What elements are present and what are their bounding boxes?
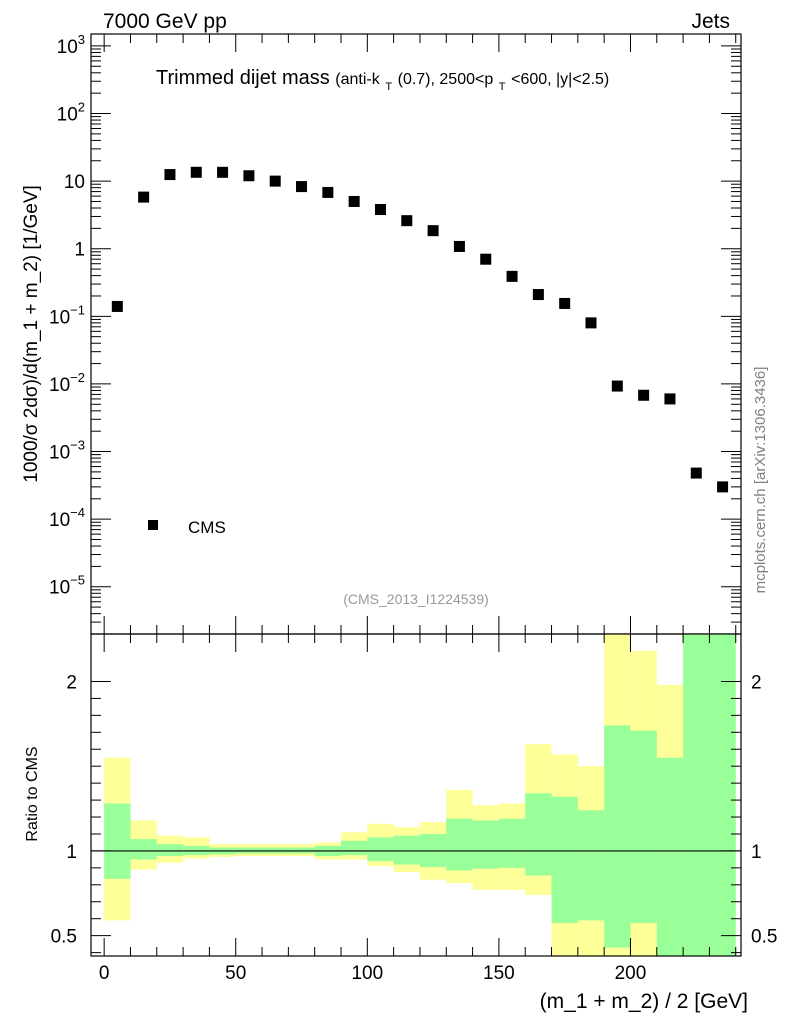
y-tick-label: 1 (74, 240, 85, 261)
ratio-y-tick-label: 1 (66, 842, 77, 863)
chart-subtitle-sub1: T (385, 81, 392, 93)
ratio-y-tick-label: 2 (66, 672, 77, 693)
main-y-axis-label: 1000/σ 2dσ)/d(m_1 + m_2) [1/GeV] (21, 185, 42, 483)
data-point (453, 240, 465, 252)
chart-title: Trimmed dijet mass (anti-k T (0.7), 2500… (156, 67, 609, 95)
data-point (638, 389, 650, 401)
data-point (322, 186, 334, 198)
ratio-y-tick-label-right: 1 (751, 842, 762, 863)
chart-title-main: Trimmed dijet mass (156, 67, 330, 89)
ratio-band-bin (367, 837, 394, 862)
ratio-y-ticks: 2 2 1 1 0.5 0.5 (51, 672, 777, 954)
x-tick-label: 150 (483, 963, 515, 984)
y-tick-label: 102 (57, 100, 85, 126)
ratio-band-bin (630, 730, 657, 923)
data-point (480, 253, 492, 265)
ratio-band-bin (656, 757, 684, 956)
x-axis-label: (m_1 + m_2) / 2 [GeV] (540, 990, 748, 1013)
y-tick-label: 10−1 (49, 302, 85, 328)
ratio-band-bin (683, 634, 736, 956)
legend-marker (148, 520, 158, 530)
legend-label: CMS (188, 518, 226, 537)
data-point (138, 191, 150, 203)
y-tick-label: 10−2 (49, 370, 85, 396)
ratio-band-bin (341, 840, 368, 856)
legend: CMS (148, 518, 226, 537)
x-tick-label: 0 (99, 963, 110, 984)
chart-subtitle-prefix: (anti-k (335, 71, 380, 88)
ratio-band-bin (472, 820, 499, 869)
chart-subtitle-suffix: <600, |y|<2.5) (511, 71, 609, 88)
data-point (532, 289, 544, 301)
data-point (401, 215, 413, 227)
ratio-y-axis-label: Ratio to CMS (24, 746, 41, 841)
data-point (164, 169, 176, 181)
data-point (690, 467, 702, 479)
y-tick-label: 10 (64, 172, 85, 193)
chart-subtitle-sub2: T (499, 81, 506, 93)
data-point (664, 393, 676, 405)
data-points (111, 166, 729, 493)
data-point (559, 297, 571, 309)
y-tick-label: 10−4 (49, 505, 85, 531)
ratio-y-tick-label-right: 0.5 (751, 927, 777, 948)
x-tick-label: 100 (351, 963, 383, 984)
ratio-x-ticks: 0 50 100 150 200 (99, 634, 737, 984)
ratio-band-bin (393, 835, 420, 865)
data-point (348, 195, 360, 207)
header-right: Jets (691, 10, 730, 33)
data-point (585, 317, 597, 329)
data-point (374, 204, 386, 216)
ratio-band-bin (604, 725, 631, 948)
data-point (427, 225, 439, 237)
analysis-id: (CMS_2013_I1224539) (343, 591, 489, 607)
ratio-band-bin (577, 810, 605, 921)
ratio-band-bin (498, 818, 526, 868)
data-point (269, 175, 281, 187)
y-tick-label: 103 (57, 32, 85, 58)
chart-subtitle-mid: (0.7), 2500<p (398, 71, 494, 88)
ratio-y-tick-label: 0.5 (51, 927, 77, 948)
ratio-bands (104, 634, 736, 956)
main-frame (90, 33, 742, 635)
data-point (506, 270, 518, 282)
y-tick-label: 10−3 (49, 438, 85, 464)
x-tick-label: 50 (225, 963, 246, 984)
data-point (217, 166, 229, 178)
ratio-band-bin (104, 803, 131, 879)
main-x-ticks (103, 34, 737, 634)
data-point (296, 181, 308, 193)
data-point (611, 380, 623, 392)
data-point (190, 166, 202, 178)
ratio-frame (90, 633, 742, 957)
ratio-band-bin (130, 839, 157, 860)
ratio-y-tick-label-right: 2 (751, 672, 762, 693)
ratio-band-bin (156, 844, 184, 857)
x-tick-label: 200 (615, 963, 647, 984)
ratio-band-bin (525, 793, 552, 876)
ratio-band-bin (551, 796, 578, 923)
data-point (243, 170, 255, 182)
data-point (717, 481, 729, 493)
ratio-band-bin (446, 818, 473, 871)
header-left: 7000 GeV pp (103, 10, 227, 33)
y-tick-label: 10−5 (49, 573, 85, 599)
side-label: mcplots.cern.ch [arXiv:1306.3436] (752, 367, 769, 594)
ratio-panel: 2 2 1 1 0.5 0.5 0 50 100 150 200 Ratio to CMS (m_… (24, 633, 777, 1013)
data-point (111, 300, 123, 312)
